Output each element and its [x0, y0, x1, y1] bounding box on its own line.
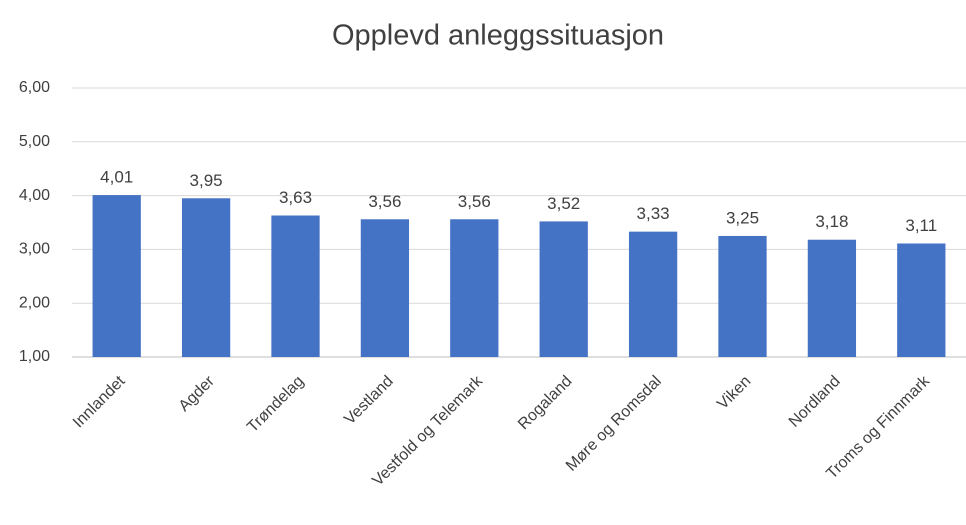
x-tick-label: Nordland — [786, 373, 844, 431]
x-tick-label: Rogaland — [515, 373, 575, 433]
bar — [897, 243, 946, 357]
bar — [181, 198, 231, 357]
bar — [628, 231, 678, 357]
data-label: 3,95 — [190, 171, 223, 190]
bar — [271, 215, 320, 357]
bar — [718, 235, 767, 357]
x-tick-label: Vestland — [341, 373, 396, 428]
data-label: 4,01 — [100, 168, 133, 187]
y-tick-label: 6,00 — [19, 79, 50, 96]
data-label: 3,18 — [815, 212, 848, 231]
y-tick-label: 5,00 — [19, 133, 50, 150]
data-label: 3,11 — [905, 216, 937, 235]
data-label: 3,63 — [279, 188, 312, 207]
x-tick-label: Innlandet — [70, 372, 129, 431]
x-tick-label: Troms og Finnmark — [823, 372, 933, 482]
y-tick-label: 2,00 — [19, 294, 50, 311]
x-tick-label: Viken — [714, 373, 754, 413]
bar — [807, 239, 857, 357]
data-label: 3,52 — [547, 194, 580, 213]
y-tick-label: 3,00 — [19, 241, 50, 258]
data-label: 3,25 — [726, 208, 759, 227]
y-tick-label: 1,00 — [19, 348, 50, 365]
data-label: 3,56 — [368, 192, 401, 211]
bar — [539, 221, 588, 357]
x-tick-label: Trøndelag — [244, 373, 307, 436]
bar — [92, 195, 141, 357]
bar — [360, 219, 410, 357]
data-label: 3,56 — [458, 192, 491, 211]
x-tick-label: Agder — [176, 372, 219, 415]
x-tick-label: Møre og Romsdal — [563, 373, 665, 475]
bar — [450, 219, 499, 357]
chart-title: Opplevd anleggssituasjon — [332, 20, 664, 52]
data-label: 3,33 — [637, 204, 670, 223]
y-tick-label: 4,00 — [19, 187, 50, 204]
